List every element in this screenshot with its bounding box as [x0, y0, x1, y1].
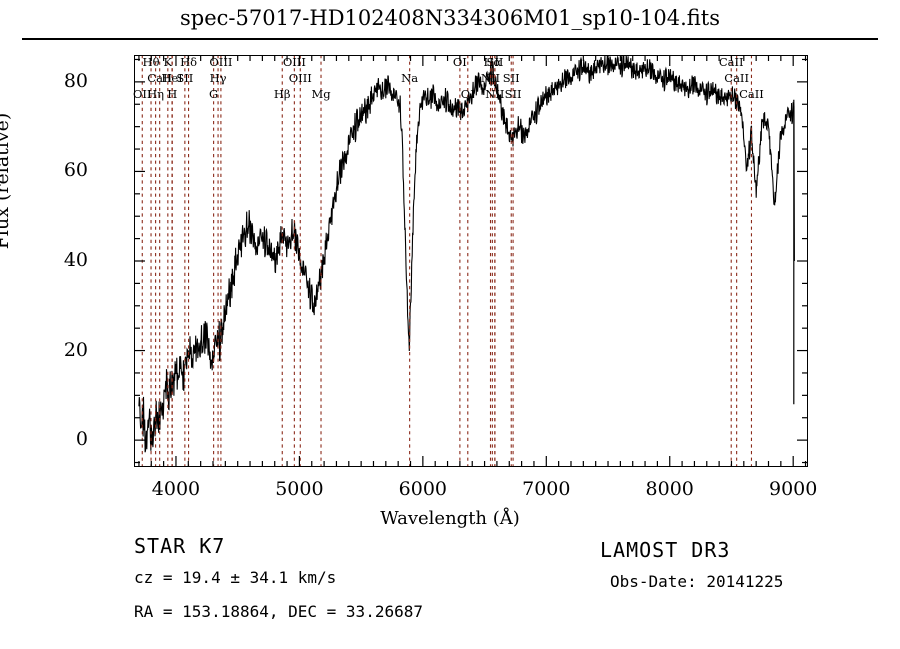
line-label-oiii: OIII: [209, 55, 233, 69]
line-label-g: G: [209, 87, 219, 101]
line-label-caii: CaII: [724, 71, 750, 85]
y-tick-label: 0: [75, 428, 88, 451]
y-tick-label: 80: [63, 69, 88, 92]
y-tick-label: 20: [63, 338, 88, 361]
page-title: spec-57017-HD102408N334306M01_sp10-104.f…: [179, 6, 720, 30]
line-label-oii: OII: [133, 87, 152, 101]
line-label-nii: NII: [480, 71, 501, 85]
line-label-nii: NII: [485, 87, 505, 101]
line-label-caii: CaII: [718, 55, 744, 69]
line-label-oi: OI: [452, 55, 467, 69]
line-label-na: Na: [401, 71, 419, 85]
line-label-hβ: Hβ: [273, 87, 291, 101]
line-label-oiii: OIII: [288, 71, 312, 85]
line-label-oi: OI: [460, 87, 475, 101]
line-label-h: H: [167, 87, 178, 101]
x-tick-label: 9000: [768, 478, 818, 500]
line-label-mg: Mg: [311, 87, 331, 101]
spectrum-curve: [138, 55, 795, 453]
coordinates-text: RA = 153.18864, DEC = 33.26687: [134, 602, 423, 621]
line-label-oiii: OIII: [282, 55, 306, 69]
obs-date-text: Obs-Date: 20141225: [610, 572, 784, 591]
spectrum-plot: OII Hθ Hη CaII K HeI H Hδ SII OIII Hγ G OIII OIII Hβ Mg…: [133, 55, 808, 467]
redshift-velocity-text: cz = 19.4 ± 34.1 km/s: [134, 568, 337, 587]
y-axis-title: Flux (relative): [0, 112, 13, 250]
line-label-caii: CaII: [739, 87, 764, 101]
line-label-caii: CaII: [147, 71, 173, 85]
line-label-hα: Hα: [483, 55, 502, 69]
line-label-sii: SII: [176, 71, 194, 85]
axis-ticks: [134, 55, 808, 467]
line-label-sii: SII: [504, 87, 522, 101]
object-class-text: STAR K7: [134, 534, 226, 558]
x-axis-title: Wavelength (Å): [380, 508, 520, 529]
line-markers-layer: [141, 55, 753, 467]
line-label-hθ: Hθ: [142, 55, 160, 69]
line-label-hδ: Hδ: [180, 55, 198, 69]
line-label-sii: SII: [502, 71, 520, 85]
line-label-hγ: Hγ: [209, 71, 227, 85]
survey-text: LAMOST DR3: [600, 538, 731, 562]
line-label-k: K: [163, 55, 173, 69]
y-tick-label: 40: [63, 249, 88, 271]
x-tick-label: 5000: [275, 478, 324, 500]
y-tick-label: 60: [63, 159, 88, 182]
line-label-hei: HeI: [161, 71, 183, 85]
line-label-hη: Hη: [147, 87, 165, 101]
line-label-sii: SII: [486, 55, 504, 69]
x-tick-label: 7000: [522, 478, 571, 500]
title-divider: [22, 38, 878, 40]
x-tick-label: 6000: [398, 478, 448, 500]
x-tick-label: 4000: [151, 478, 201, 500]
x-tick-label: 8000: [645, 478, 694, 500]
